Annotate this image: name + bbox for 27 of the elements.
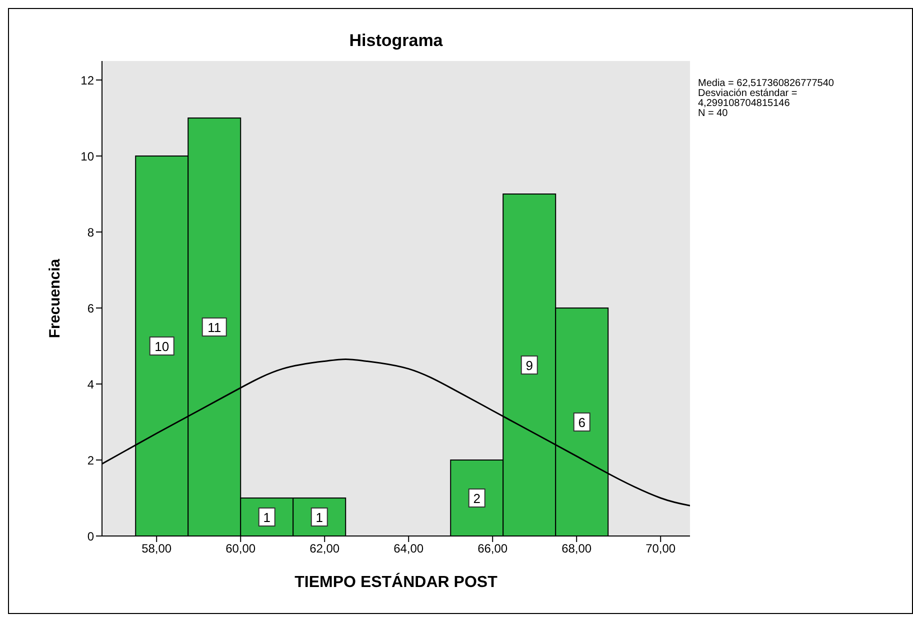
data-label: 11: [208, 320, 222, 335]
data-label: 9: [526, 358, 533, 373]
data-label: 1: [316, 510, 323, 525]
x-tick-label: 66,00: [478, 542, 508, 556]
data-label: 6: [578, 415, 586, 430]
y-axis-title: Frecuencia: [46, 258, 64, 338]
data-label: 2: [473, 491, 480, 506]
data-label: 1: [263, 510, 270, 525]
y-tick-label: 0: [87, 529, 94, 544]
y-tick-label: 10: [80, 149, 94, 164]
x-tick-label: 58,00: [142, 542, 172, 556]
y-tick-label: 4: [87, 377, 94, 392]
x-tick-label: 68,00: [562, 542, 592, 556]
data-label: 10: [154, 339, 170, 354]
x-axis-title: TIEMPO ESTÁNDAR POST: [294, 572, 498, 591]
chart-title: Histograma: [348, 31, 444, 51]
y-tick-label: 12: [80, 73, 94, 88]
x-tick-label: 62,00: [310, 542, 340, 556]
x-tick-label: 64,00: [394, 542, 424, 556]
y-tick-label: 8: [87, 225, 94, 240]
x-tick-label: 60,00: [226, 542, 256, 556]
text: N = 40: [698, 108, 729, 119]
x-tick-label: 70,00: [646, 542, 676, 556]
text: Desviación estándar = 4,299108704815146: [698, 88, 798, 109]
y-tick-label: 2: [87, 453, 94, 468]
y-tick-label: 6: [87, 301, 94, 316]
text: Media = 62,517360826777540: [698, 78, 835, 89]
